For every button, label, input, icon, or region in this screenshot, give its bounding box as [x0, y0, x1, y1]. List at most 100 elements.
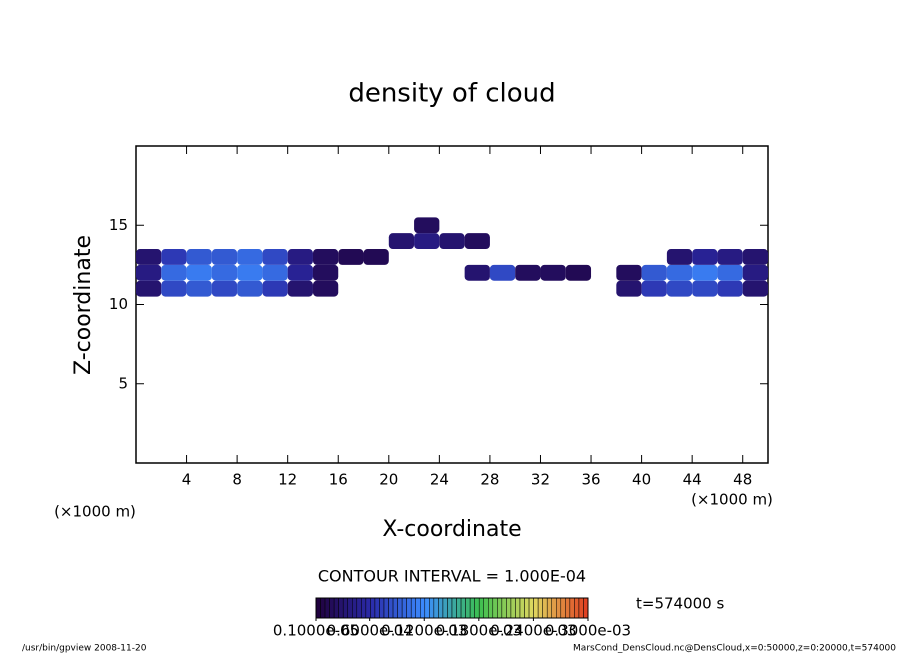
cells: [136, 217, 768, 297]
cloud-cell: [717, 264, 743, 281]
cloud-cell: [439, 233, 465, 250]
colorbar-swatch: [324, 597, 330, 619]
cloud-cell: [262, 264, 288, 281]
cloud-cell: [287, 280, 313, 297]
colorbar-swatch: [447, 597, 453, 619]
colorbar-swatch: [388, 597, 394, 619]
y-tick-label: 10: [109, 295, 128, 313]
cloud-cell: [388, 233, 415, 250]
colorbar-swatch: [524, 597, 530, 619]
colorbar-swatch: [392, 597, 398, 619]
colorbar-swatch: [410, 597, 416, 619]
cloud-cell: [312, 264, 339, 281]
cloud-cell: [186, 249, 212, 265]
colorbar-swatch: [352, 597, 358, 619]
cloud-cell: [515, 264, 541, 281]
colorbar-swatch: [365, 597, 371, 619]
colorbar-swatch: [370, 597, 376, 619]
cloud-cell: [414, 233, 440, 250]
cloud-cell: [692, 280, 718, 297]
cloud-cell: [338, 249, 364, 265]
cloud-cell: [161, 249, 187, 265]
colorbar-swatch: [510, 597, 516, 619]
colorbar-swatch: [478, 597, 484, 619]
cloud-cell: [287, 264, 313, 281]
cloud-cell: [717, 280, 743, 297]
cloud-cell: [666, 249, 693, 265]
colorbar-swatch: [519, 597, 525, 619]
x-tick-label: 16: [329, 471, 348, 489]
colorbar-swatch: [542, 597, 548, 619]
y-unit: (×1000 m): [54, 503, 136, 521]
colorbar-swatch: [401, 597, 407, 619]
colorbar-swatch: [565, 597, 571, 619]
x-tick-label: 36: [581, 471, 600, 489]
x-unit: (×1000 m): [691, 491, 773, 509]
colorbar-swatch: [424, 597, 430, 619]
x-tick-label: 20: [379, 471, 398, 489]
colorbar-swatch: [546, 597, 552, 619]
footer-left: /usr/bin/gpview 2008-11-20: [22, 644, 147, 654]
y-tick-label: 15: [109, 216, 128, 234]
x-tick-label: 4: [182, 471, 192, 489]
cloud-cell: [262, 249, 288, 265]
cloud-cell: [666, 280, 693, 297]
colorbar-swatch: [320, 597, 326, 619]
colorbar-swatch: [506, 597, 512, 619]
colorbar-swatch: [406, 597, 412, 619]
colorbar-swatch: [347, 597, 353, 619]
colorbar-swatch: [533, 597, 539, 619]
cloud-cell: [136, 280, 162, 297]
colorbar-swatch: [415, 597, 421, 619]
chart-title: density of cloud: [348, 79, 555, 109]
cloud-cell: [464, 233, 490, 250]
colorbar-swatch: [551, 597, 557, 619]
colorbar-swatch: [383, 597, 389, 619]
colorbar-swatch: [342, 597, 348, 619]
cloud-cell: [287, 249, 313, 265]
colorbar-swatch: [469, 597, 475, 619]
colorbar: 0.1000e-050.6000e-040.1200e-030.1800e-03…: [273, 597, 631, 640]
cloud-cell: [540, 264, 566, 281]
colorbar-swatch: [560, 597, 566, 619]
cloud-cell: [641, 264, 667, 281]
cloud-cell: [489, 264, 516, 281]
x-tick-label: 40: [632, 471, 651, 489]
colorbar-swatch: [338, 597, 344, 619]
cloud-cell: [692, 249, 718, 265]
cloud-cell: [616, 264, 642, 281]
colorbar-label: 0.1200e-03: [381, 622, 467, 640]
cloud-cell: [161, 280, 187, 297]
colorbar-swatch: [333, 597, 339, 619]
cloud-cell: [312, 249, 339, 265]
cloud-cell: [211, 280, 238, 297]
cloud-cell: [742, 249, 768, 265]
x-axis-label: X-coordinate: [382, 517, 521, 542]
colorbar-swatch: [433, 597, 439, 619]
cloud-cell: [136, 249, 162, 265]
cloud-cell: [742, 280, 768, 297]
x-tick-label: 24: [430, 471, 449, 489]
colorbar-swatch: [497, 597, 503, 619]
colorbar-swatch: [374, 597, 380, 619]
y-tick-label: 5: [118, 374, 128, 392]
colorbar-swatch: [492, 597, 498, 619]
colorbar-label: 0.1000e-05: [273, 622, 359, 640]
colorbar-swatch: [574, 597, 580, 619]
colorbar-swatch: [537, 597, 543, 619]
colorbar-swatch: [356, 597, 362, 619]
colorbar-swatch: [556, 597, 562, 619]
colorbar-swatch: [361, 597, 367, 619]
x-tick-label: 44: [683, 471, 702, 489]
colorbar-swatch: [329, 597, 335, 619]
y-axis-label: Z-coordinate: [71, 235, 96, 375]
cloud-cell: [237, 249, 263, 265]
colorbar-swatch: [420, 597, 426, 619]
cloud-cell: [186, 264, 212, 281]
cloud-cell: [312, 280, 339, 297]
x-tick-label: 48: [733, 471, 752, 489]
colorbar-swatch: [442, 597, 448, 619]
time-label: t=574000 s: [636, 595, 724, 613]
cloud-cell: [464, 264, 490, 281]
cloud-cell: [161, 264, 187, 281]
